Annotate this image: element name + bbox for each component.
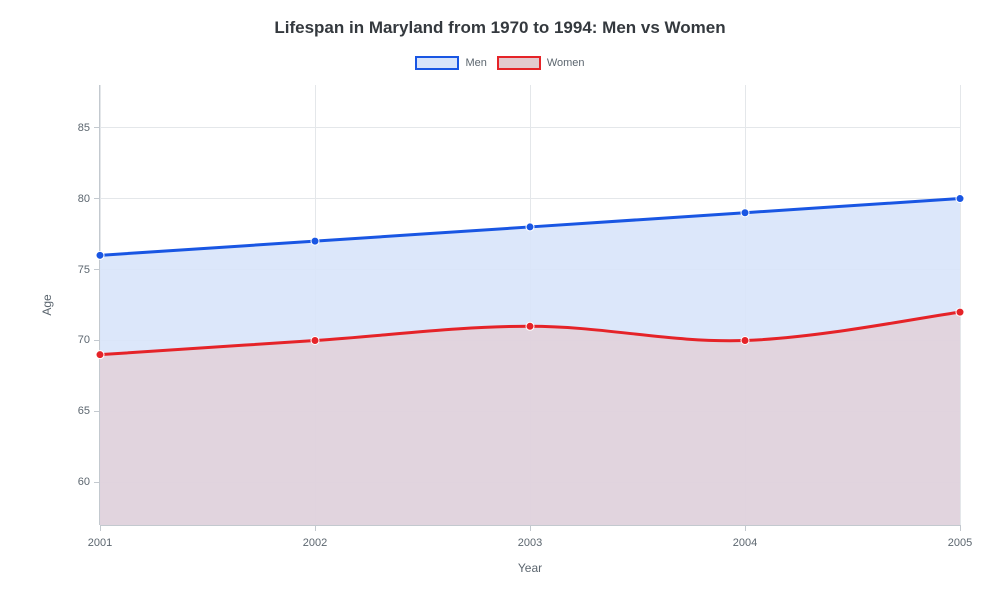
y-tick-label: 75 bbox=[66, 264, 90, 276]
plot-area: 20012002200320042005606570758085 bbox=[100, 85, 960, 525]
chart-svg bbox=[100, 85, 960, 525]
y-tick-label: 65 bbox=[66, 405, 90, 417]
legend-swatch-men bbox=[415, 56, 459, 70]
legend-label-men: Men bbox=[465, 57, 486, 69]
chart-container: Lifespan in Maryland from 1970 to 1994: … bbox=[0, 0, 1000, 600]
legend-swatch-women bbox=[497, 56, 541, 70]
x-tick-label: 2002 bbox=[303, 537, 327, 549]
chart-title: Lifespan in Maryland from 1970 to 1994: … bbox=[0, 0, 1000, 38]
x-tick-label: 2003 bbox=[518, 537, 542, 549]
legend-label-women: Women bbox=[547, 57, 585, 69]
legend-item-men[interactable]: Men bbox=[415, 56, 486, 70]
data-point-women-2[interactable] bbox=[526, 322, 534, 330]
legend-item-women[interactable]: Women bbox=[497, 56, 585, 70]
x-axis-line bbox=[100, 525, 960, 526]
data-point-men-3[interactable] bbox=[741, 209, 749, 217]
data-point-men-2[interactable] bbox=[526, 223, 534, 231]
data-point-women-4[interactable] bbox=[956, 308, 964, 316]
y-tick-label: 70 bbox=[66, 334, 90, 346]
x-tick-label: 2005 bbox=[948, 537, 972, 549]
data-point-men-0[interactable] bbox=[96, 251, 104, 259]
data-point-women-1[interactable] bbox=[311, 336, 319, 344]
data-point-men-4[interactable] bbox=[956, 195, 964, 203]
data-point-men-1[interactable] bbox=[311, 237, 319, 245]
data-point-women-0[interactable] bbox=[96, 351, 104, 359]
x-axis-title: Year bbox=[518, 561, 542, 575]
y-tick-label: 85 bbox=[66, 122, 90, 134]
y-axis-title: Age bbox=[40, 294, 54, 315]
data-point-women-3[interactable] bbox=[741, 336, 749, 344]
y-tick-label: 60 bbox=[66, 476, 90, 488]
x-tick-label: 2004 bbox=[733, 537, 757, 549]
legend: Men Women bbox=[0, 56, 1000, 70]
y-tick-label: 80 bbox=[66, 193, 90, 205]
x-tick-label: 2001 bbox=[88, 537, 112, 549]
